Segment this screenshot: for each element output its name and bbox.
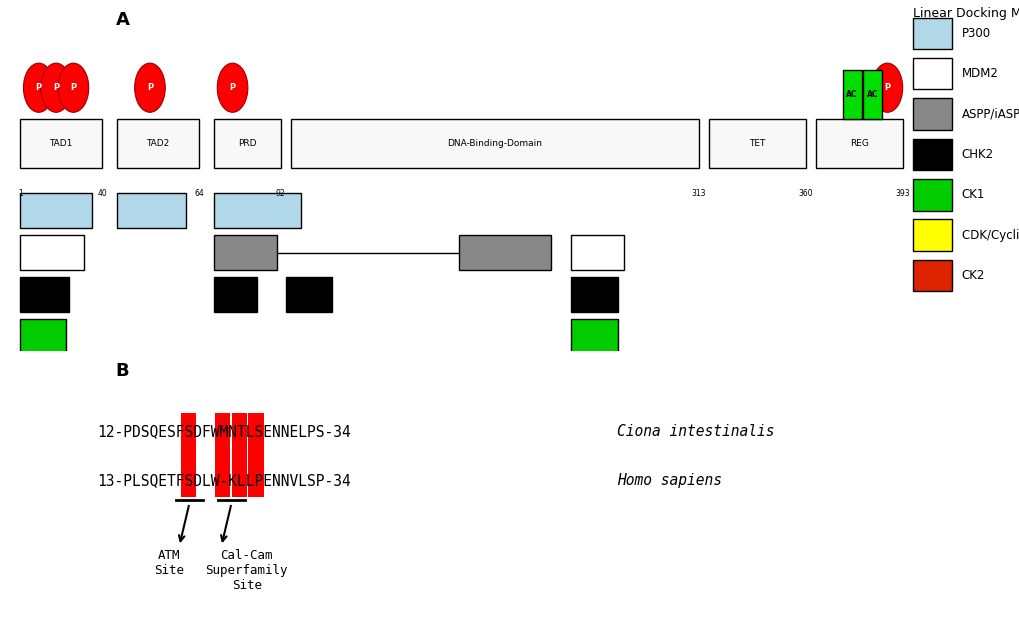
Bar bbox=[912, 260, 951, 291]
Text: 64: 64 bbox=[194, 189, 204, 198]
Bar bbox=[214, 277, 257, 313]
Text: A: A bbox=[115, 11, 129, 29]
Text: MDM2: MDM2 bbox=[961, 67, 998, 80]
Bar bbox=[20, 235, 84, 271]
Bar bbox=[249, 413, 263, 498]
Text: P: P bbox=[70, 83, 76, 93]
Text: REG: REG bbox=[849, 139, 868, 149]
Text: CHK2: CHK2 bbox=[961, 148, 993, 161]
Bar bbox=[231, 413, 247, 498]
Bar bbox=[285, 277, 331, 313]
Bar bbox=[290, 119, 698, 168]
Bar bbox=[20, 193, 92, 228]
Bar bbox=[20, 119, 102, 168]
Ellipse shape bbox=[58, 63, 89, 112]
Text: Ciona intestinalis: Ciona intestinalis bbox=[616, 424, 773, 439]
Text: P: P bbox=[883, 83, 890, 93]
Text: 313: 313 bbox=[691, 189, 705, 198]
Text: ATM
Site: ATM Site bbox=[154, 549, 183, 577]
Bar bbox=[459, 235, 550, 271]
Text: P: P bbox=[147, 83, 153, 93]
Bar bbox=[117, 193, 185, 228]
Text: CDK/Cyclin A: CDK/Cyclin A bbox=[961, 228, 1019, 242]
Bar bbox=[790, 404, 834, 439]
Bar bbox=[181, 413, 196, 498]
Text: 1: 1 bbox=[18, 189, 22, 198]
Text: CK2: CK2 bbox=[961, 269, 984, 282]
Bar bbox=[215, 413, 229, 498]
Text: P: P bbox=[53, 83, 59, 93]
Text: 13-PLSQETFSDLW-KLLPENNVLSP-34: 13-PLSQETFSDLW-KLLPENNVLSP-34 bbox=[97, 473, 351, 487]
Text: 393: 393 bbox=[895, 189, 909, 198]
Bar bbox=[912, 17, 951, 49]
Bar bbox=[790, 361, 834, 396]
Text: Homo sapiens: Homo sapiens bbox=[616, 473, 721, 487]
Bar bbox=[214, 119, 280, 168]
Bar bbox=[708, 119, 805, 168]
Text: CK1: CK1 bbox=[961, 188, 984, 201]
Bar bbox=[912, 138, 951, 170]
Text: Linear Docking Motifs: Linear Docking Motifs bbox=[912, 7, 1019, 20]
Bar bbox=[912, 219, 951, 251]
Text: TAD2: TAD2 bbox=[147, 139, 169, 149]
Text: 40: 40 bbox=[97, 189, 107, 198]
Ellipse shape bbox=[871, 63, 902, 112]
Ellipse shape bbox=[23, 63, 54, 112]
Bar bbox=[571, 277, 618, 313]
Text: Cal-Cam
Superfamily
Site: Cal-Cam Superfamily Site bbox=[206, 549, 287, 592]
Text: TAD1: TAD1 bbox=[50, 139, 72, 149]
Bar bbox=[627, 361, 698, 396]
Text: P300: P300 bbox=[961, 27, 990, 40]
Bar bbox=[214, 235, 277, 271]
Bar bbox=[627, 404, 723, 439]
Text: PRD: PRD bbox=[237, 139, 257, 149]
Bar bbox=[912, 98, 951, 130]
Text: AC: AC bbox=[846, 90, 857, 100]
Text: DNA-Binding-Domain: DNA-Binding-Domain bbox=[446, 139, 542, 149]
Bar bbox=[912, 58, 951, 89]
Text: TET: TET bbox=[748, 139, 765, 149]
Text: 360: 360 bbox=[798, 189, 812, 198]
Text: P: P bbox=[36, 83, 42, 93]
Text: 92: 92 bbox=[275, 189, 285, 198]
Ellipse shape bbox=[135, 63, 165, 112]
Bar bbox=[842, 70, 861, 119]
Bar bbox=[571, 320, 618, 355]
Bar bbox=[815, 119, 902, 168]
Bar bbox=[214, 193, 301, 228]
Text: B: B bbox=[115, 362, 129, 380]
Ellipse shape bbox=[217, 63, 248, 112]
Ellipse shape bbox=[41, 63, 71, 112]
Text: 12-PDSQESFSDFWMNTLSENNELPS-34: 12-PDSQESFSDFWMNTLSENNELPS-34 bbox=[97, 424, 351, 439]
Bar bbox=[571, 235, 624, 271]
Bar bbox=[862, 70, 881, 119]
Text: P: P bbox=[229, 83, 235, 93]
Bar bbox=[117, 119, 199, 168]
Bar bbox=[912, 179, 951, 211]
Text: AC: AC bbox=[866, 90, 877, 100]
Bar bbox=[20, 320, 66, 355]
Text: ASPP/iASPP: ASPP/iASPP bbox=[961, 108, 1019, 121]
Bar bbox=[20, 277, 69, 313]
